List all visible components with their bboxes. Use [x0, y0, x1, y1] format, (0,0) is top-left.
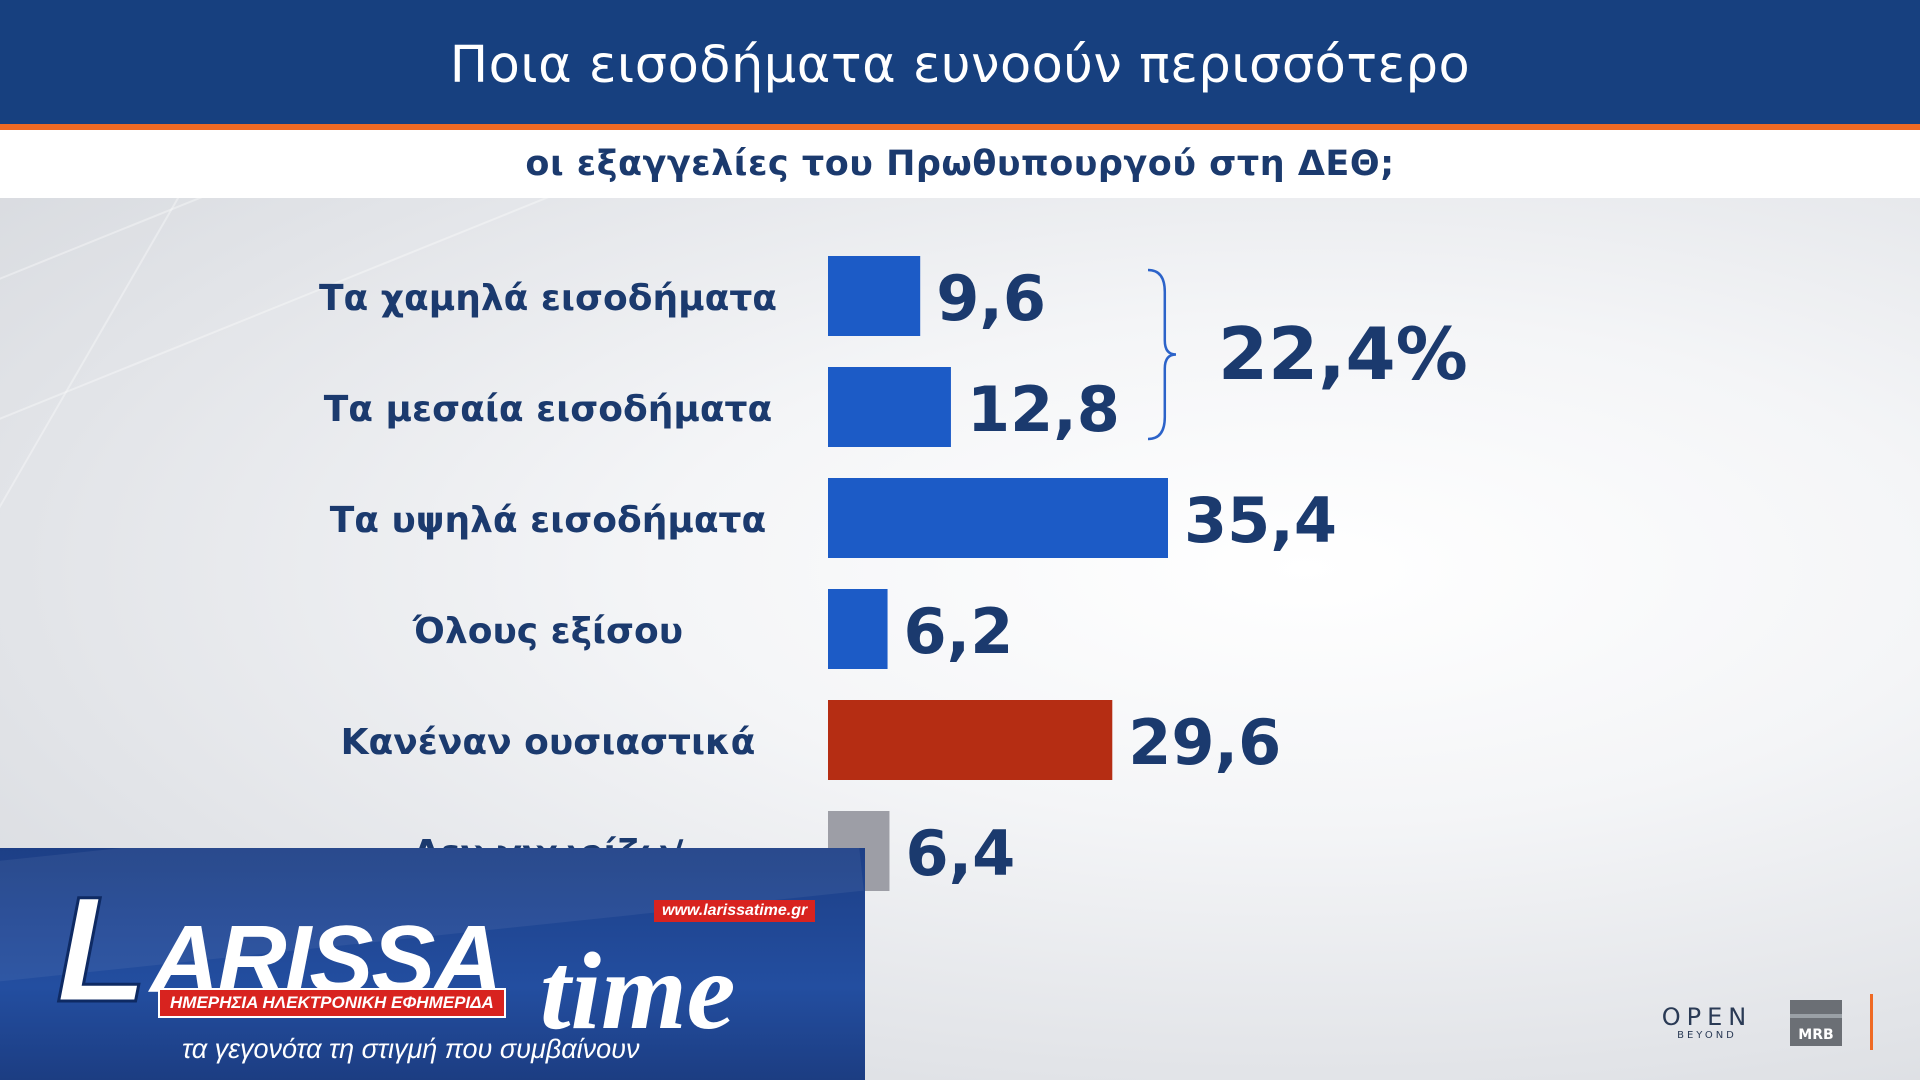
watermark-logo-time: time	[540, 930, 736, 1052]
category-label-3: Όλους εξίσου	[412, 611, 683, 652]
value-label-1: 12,8	[967, 373, 1120, 446]
mrb-logo-text: MRB	[1798, 1027, 1834, 1043]
larissatime-watermark: L ARISSA time www.larissatime.gr ΗΜΕΡΗΣΙ…	[0, 848, 865, 1080]
watermark-tagline: ΗΜΕΡΗΣΙΑ ΗΛΕΚΤΡΟΝΙΚΗ ΕΦΗΜΕΡΙΔΑ	[158, 988, 506, 1018]
value-label-0: 9,6	[936, 262, 1046, 335]
value-label-3: 6,2	[904, 595, 1014, 668]
bar-2	[828, 478, 1168, 558]
bar-3	[828, 589, 888, 669]
value-label-2: 35,4	[1184, 484, 1337, 557]
bar-0	[828, 256, 921, 336]
category-label-4: Κανέναν ουσιαστικά	[341, 722, 756, 763]
logo-separator	[1870, 994, 1873, 1050]
page-subtitle: οι εξαγγελίες του Πρωθυπουργού στη ΔΕΘ;	[0, 130, 1920, 198]
group-total-label: 22,4%	[1218, 312, 1468, 396]
value-label-5: 6,4	[905, 817, 1015, 890]
category-label-0: Τα χαμηλά εισοδήματα	[319, 278, 777, 319]
watermark-slogan: τα γεγονότα τη στιγμή που συμβαίνουν	[182, 1034, 640, 1064]
bar-4	[828, 700, 1113, 780]
mrb-logo: MRB	[1790, 1000, 1842, 1046]
group-bracket	[1147, 268, 1177, 441]
value-label-4: 29,6	[1128, 706, 1281, 779]
accent-divider	[0, 124, 1920, 130]
watermark-logo-letter: L	[55, 865, 150, 1033]
open-logo-subtext: BEYOND	[1677, 1030, 1737, 1041]
bar-1	[828, 367, 951, 447]
category-label-2: Τα υψηλά εισοδήματα	[330, 500, 767, 541]
open-beyond-logo: OPEN BEYOND	[1652, 1004, 1762, 1044]
open-logo-text: OPEN	[1661, 1003, 1753, 1031]
watermark-url: www.larissatime.gr	[654, 900, 816, 922]
page-title: Ποια εισοδήματα ευνοούν περισσότερο	[0, 0, 1920, 124]
category-label-1: Τα μεσαία εισοδήματα	[324, 389, 773, 430]
mrb-logo-band	[1790, 1014, 1842, 1018]
